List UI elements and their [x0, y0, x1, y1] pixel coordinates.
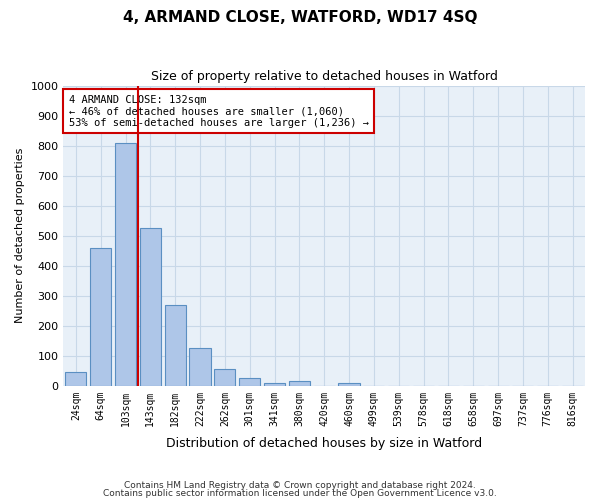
Text: 4 ARMAND CLOSE: 132sqm
← 46% of detached houses are smaller (1,060)
53% of semi-: 4 ARMAND CLOSE: 132sqm ← 46% of detached… — [68, 94, 368, 128]
Bar — [264, 383, 285, 386]
Bar — [65, 372, 86, 386]
Bar — [115, 142, 136, 386]
Bar — [289, 382, 310, 386]
Bar — [140, 228, 161, 386]
Bar — [338, 383, 359, 386]
Bar — [164, 304, 186, 386]
Text: 4, ARMAND CLOSE, WATFORD, WD17 4SQ: 4, ARMAND CLOSE, WATFORD, WD17 4SQ — [123, 10, 477, 25]
Y-axis label: Number of detached properties: Number of detached properties — [15, 148, 25, 324]
Text: Contains HM Land Registry data © Crown copyright and database right 2024.: Contains HM Land Registry data © Crown c… — [124, 480, 476, 490]
Bar — [90, 248, 111, 386]
Bar — [239, 378, 260, 386]
Text: Contains public sector information licensed under the Open Government Licence v3: Contains public sector information licen… — [103, 489, 497, 498]
Title: Size of property relative to detached houses in Watford: Size of property relative to detached ho… — [151, 70, 497, 83]
Bar — [214, 370, 235, 386]
X-axis label: Distribution of detached houses by size in Watford: Distribution of detached houses by size … — [166, 437, 482, 450]
Bar — [190, 348, 211, 386]
